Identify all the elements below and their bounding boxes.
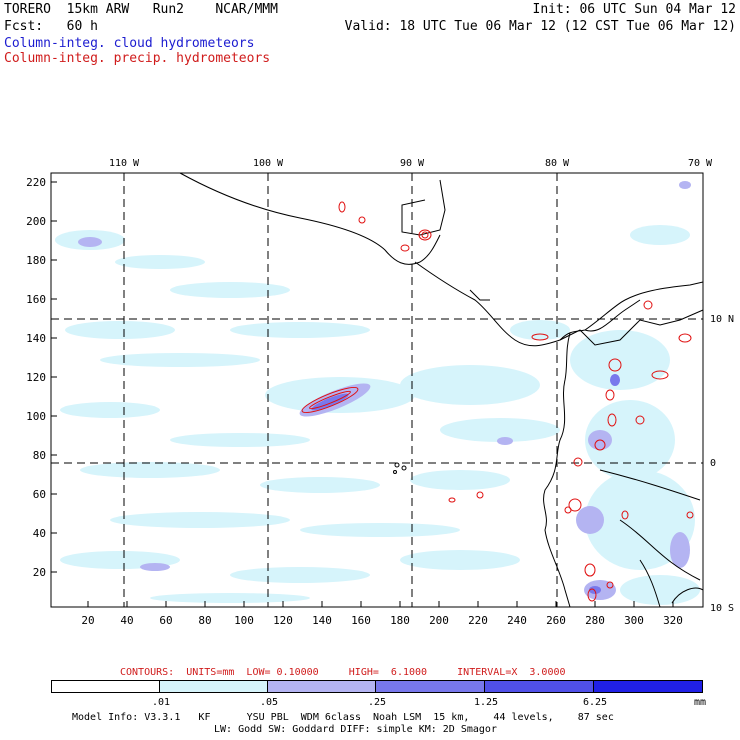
lon-label: 70 W <box>688 158 713 169</box>
colorbar-label: .05 <box>260 697 279 708</box>
y-tick-label: 60 <box>33 488 46 501</box>
x-tick-label: 20 <box>81 614 94 627</box>
x-tick-label: 200 <box>429 614 449 627</box>
init-time: Init: 06 UTC Sun 04 Mar 12 <box>532 2 737 17</box>
x-tick-label: 220 <box>468 614 488 627</box>
colorbar-label: .01 <box>152 697 171 708</box>
lon-label: 90 W <box>400 158 425 169</box>
lon-label: 110 W <box>109 158 140 169</box>
colorbar-unit: mm <box>694 697 707 708</box>
colorbar-cell <box>593 680 703 693</box>
x-tick-label: 140 <box>312 614 332 627</box>
y-tick-label: 180 <box>26 254 46 267</box>
colorbar-label: 6.25 <box>583 697 608 708</box>
lat-label: 0 <box>710 458 716 469</box>
cloud-field-label: Column-integ. cloud hydrometeors <box>4 36 255 51</box>
y-tick-label: 80 <box>33 449 46 462</box>
valid-time: Valid: 18 UTC Tue 06 Mar 12 (12 CST Tue … <box>344 19 736 34</box>
model-title: TORERO 15km ARW Run2 NCAR/MMM <box>4 2 278 17</box>
axis-ticks <box>51 181 674 607</box>
y-tick-label: 200 <box>26 215 46 228</box>
forecast-hour: Fcst: 60 h <box>4 19 98 34</box>
x-tick-label: 160 <box>351 614 371 627</box>
colorbar-cell <box>267 680 376 693</box>
y-tick-label: 140 <box>26 332 46 345</box>
coastlines <box>179 172 704 608</box>
lat-label: 10 N <box>710 314 734 325</box>
model-info-physics: LW: Godd SW: Goddard DIFF: simple KM: 2D… <box>214 724 497 735</box>
y-tick-label: 20 <box>33 566 46 579</box>
cloud-shading <box>55 225 700 605</box>
x-tick-label: 260 <box>546 614 566 627</box>
x-tick-label: 120 <box>273 614 293 627</box>
precip-contours <box>301 201 694 602</box>
contour-info: CONTOURS: UNITS=mm LOW= 0.10000 HIGH= 6.… <box>120 667 566 678</box>
colorbar-cell <box>159 680 268 693</box>
x-tick-label: 300 <box>624 614 644 627</box>
lat-label: 10 S <box>710 603 734 614</box>
precip-field-label: Column-integ. precip. hydrometeors <box>4 51 271 66</box>
y-tick-label: 220 <box>26 176 46 189</box>
colorbar-cell <box>484 680 594 693</box>
colorbar-cell <box>51 680 160 693</box>
x-tick-label: 60 <box>159 614 172 627</box>
colorbar-label: .25 <box>368 697 387 708</box>
colorbar-cell <box>375 680 485 693</box>
x-tick-label: 240 <box>507 614 527 627</box>
plot-frame <box>50 172 704 608</box>
colorbar-label: 1.25 <box>474 697 499 708</box>
x-tick-label: 180 <box>390 614 410 627</box>
x-tick-label: 280 <box>585 614 605 627</box>
lon-label: 80 W <box>545 158 570 169</box>
y-tick-label: 160 <box>26 293 46 306</box>
lon-label: 100 W <box>253 158 284 169</box>
y-tick-label: 40 <box>33 527 46 540</box>
x-tick-label: 320 <box>663 614 683 627</box>
x-tick-label: 100 <box>234 614 254 627</box>
model-info: Model Info: V3.3.1 KF YSU PBL WDM 6class… <box>72 712 614 723</box>
lat-lon-grid <box>51 173 703 607</box>
x-tick-label: 80 <box>198 614 211 627</box>
x-tick-label: 40 <box>120 614 133 627</box>
y-tick-label: 100 <box>26 410 46 423</box>
y-tick-label: 120 <box>26 371 46 384</box>
